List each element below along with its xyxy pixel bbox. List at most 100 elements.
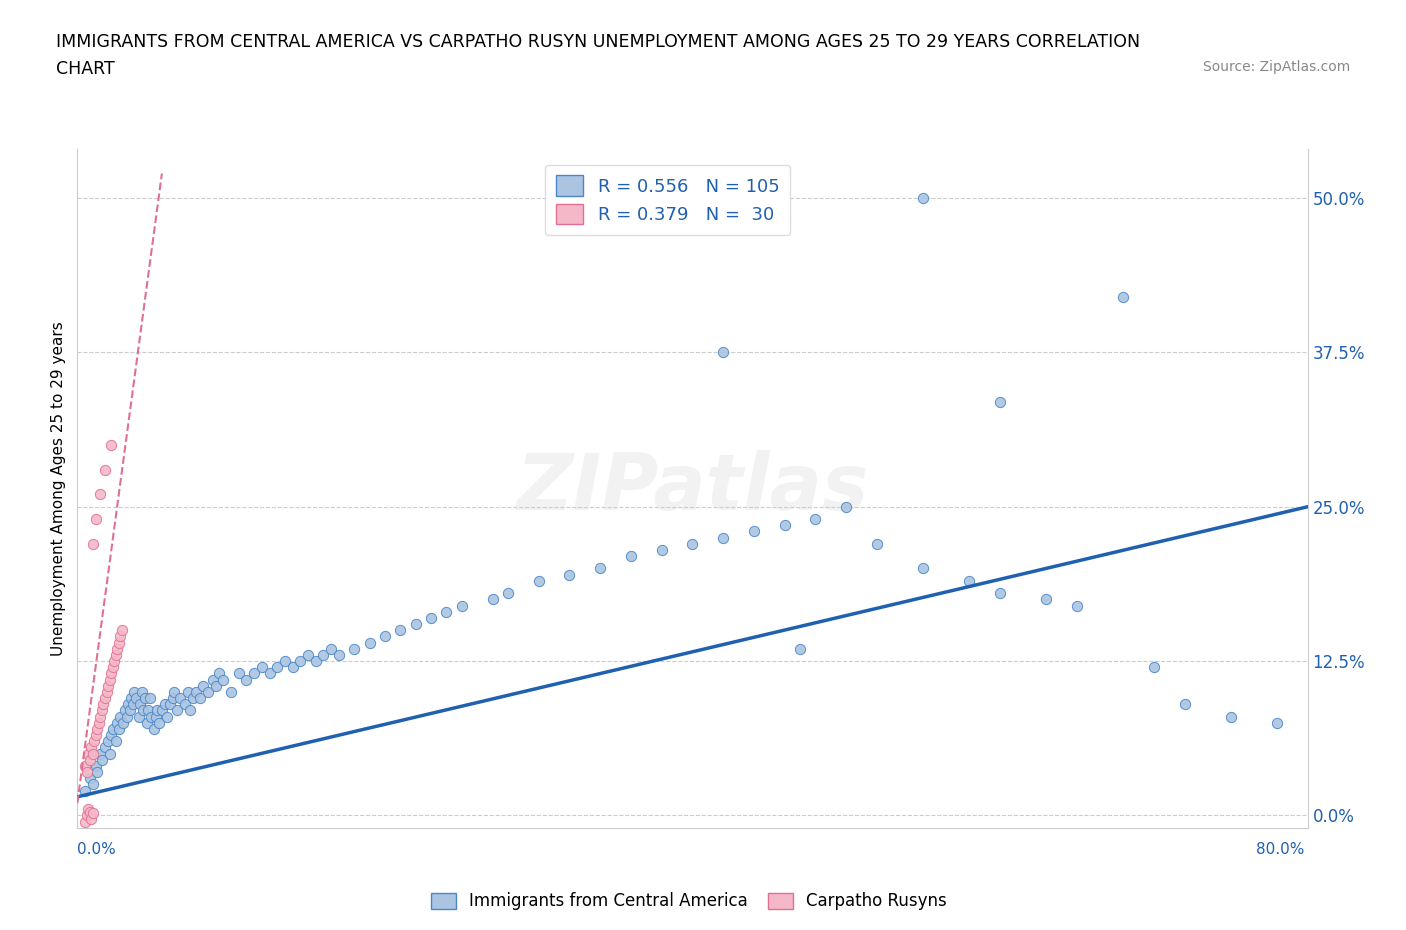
Point xyxy=(328,647,350,662)
Point xyxy=(104,647,127,662)
Point xyxy=(79,804,101,819)
Point xyxy=(80,740,103,755)
Point xyxy=(219,684,242,699)
Point xyxy=(359,635,381,650)
Point xyxy=(436,604,458,619)
Point xyxy=(86,722,108,737)
Point xyxy=(141,710,163,724)
Point xyxy=(1219,710,1241,724)
Text: Source: ZipAtlas.com: Source: ZipAtlas.com xyxy=(1202,60,1350,74)
Point xyxy=(100,727,122,742)
Point xyxy=(94,462,117,477)
Legend: R = 0.556   N = 105, R = 0.379   N =  30: R = 0.556 N = 105, R = 0.379 N = 30 xyxy=(546,165,790,235)
Point xyxy=(228,666,250,681)
Point xyxy=(100,666,122,681)
Point xyxy=(1035,591,1057,606)
Point xyxy=(163,684,186,699)
Point xyxy=(132,703,155,718)
Point xyxy=(496,586,519,601)
Point xyxy=(110,710,132,724)
Point xyxy=(343,642,366,657)
Point xyxy=(80,812,103,827)
Point xyxy=(179,703,201,718)
Point xyxy=(112,715,135,730)
Point xyxy=(988,394,1011,409)
Point xyxy=(131,684,153,699)
Point xyxy=(297,647,319,662)
Text: ZIPatlas: ZIPatlas xyxy=(516,450,869,526)
Point xyxy=(94,740,117,755)
Point xyxy=(558,567,581,582)
Point xyxy=(742,524,765,538)
Point xyxy=(114,703,136,718)
Point xyxy=(115,710,138,724)
Point xyxy=(89,487,111,502)
Point xyxy=(212,672,235,687)
Point xyxy=(789,642,811,657)
Point xyxy=(143,722,166,737)
Point xyxy=(111,623,134,638)
Point xyxy=(73,783,96,798)
Point xyxy=(82,746,104,761)
Point xyxy=(90,752,114,767)
Legend: Immigrants from Central America, Carpatho Rusyns: Immigrants from Central America, Carpath… xyxy=(425,885,953,917)
Point xyxy=(319,642,342,657)
Point xyxy=(988,586,1011,601)
Point xyxy=(134,691,156,706)
Point xyxy=(125,691,148,706)
Point xyxy=(1066,598,1088,613)
Point xyxy=(835,499,858,514)
Point xyxy=(620,549,643,564)
Point xyxy=(450,598,472,613)
Point xyxy=(188,691,212,706)
Point xyxy=(1174,697,1197,711)
Point xyxy=(110,629,132,644)
Point xyxy=(77,802,100,817)
Text: 80.0%: 80.0% xyxy=(1257,842,1305,857)
Point xyxy=(96,684,118,699)
Point xyxy=(201,672,224,687)
Point xyxy=(100,438,122,453)
Point xyxy=(108,722,131,737)
Point xyxy=(82,777,104,792)
Point xyxy=(193,678,215,693)
Point xyxy=(527,574,550,589)
Point xyxy=(235,672,257,687)
Point xyxy=(290,654,312,669)
Point xyxy=(89,746,111,761)
Point xyxy=(145,710,167,724)
Point xyxy=(77,746,100,761)
Point xyxy=(79,771,101,786)
Point xyxy=(87,715,110,730)
Point xyxy=(94,691,117,706)
Point xyxy=(274,654,297,669)
Point xyxy=(86,764,108,779)
Text: IMMIGRANTS FROM CENTRAL AMERICA VS CARPATHO RUSYN UNEMPLOYMENT AMONG AGES 25 TO : IMMIGRANTS FROM CENTRAL AMERICA VS CARPA… xyxy=(56,33,1140,50)
Point xyxy=(159,697,181,711)
Point xyxy=(128,710,150,724)
Point xyxy=(259,666,281,681)
Point xyxy=(148,715,170,730)
Point xyxy=(1265,715,1288,730)
Point xyxy=(957,574,980,589)
Point xyxy=(118,703,141,718)
Point xyxy=(266,659,288,674)
Point xyxy=(84,759,107,774)
Point xyxy=(135,715,157,730)
Point xyxy=(481,591,503,606)
Point xyxy=(250,659,273,674)
Point xyxy=(79,752,101,767)
Point xyxy=(312,647,335,662)
Point xyxy=(153,697,176,711)
Point xyxy=(93,697,115,711)
Point xyxy=(76,808,98,823)
Point xyxy=(101,722,124,737)
Point xyxy=(104,734,127,749)
Point xyxy=(281,659,304,674)
Point xyxy=(129,697,152,711)
Point xyxy=(73,814,96,829)
Point xyxy=(912,561,935,576)
Point xyxy=(589,561,612,576)
Point xyxy=(76,764,98,779)
Point xyxy=(121,697,143,711)
